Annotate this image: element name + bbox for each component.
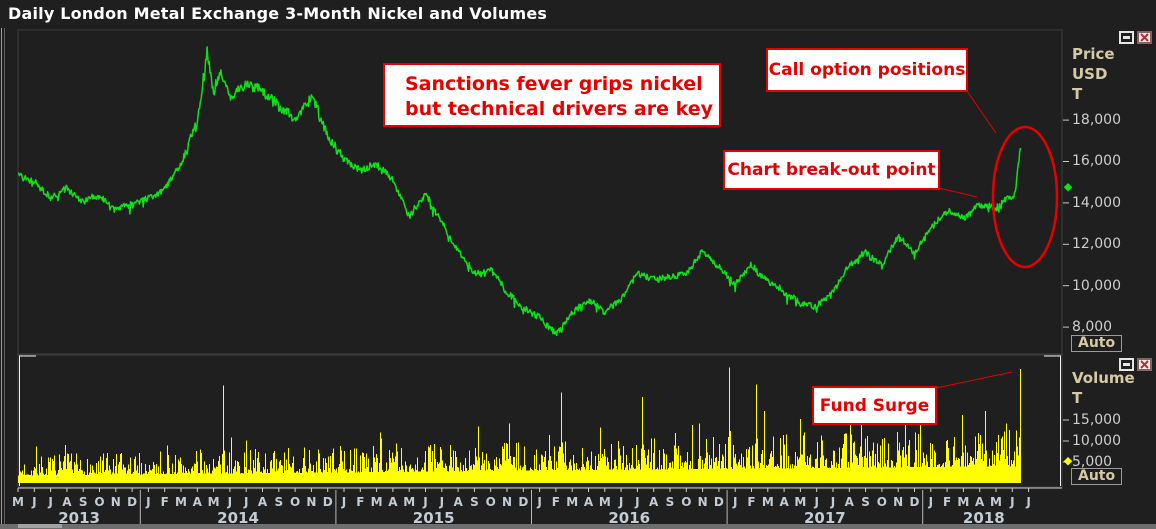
restore-glyph [1123, 36, 1130, 39]
headline-annotation: Sanctions fever grips nickel but technic… [383, 63, 721, 127]
last-price-diamond [1063, 183, 1073, 192]
price-pane-window-controls [1119, 31, 1152, 44]
restore-icon[interactable] [1119, 358, 1134, 371]
headline-line-1: Sanctions fever grips nickel [405, 73, 703, 95]
headline-line-2: but technical drivers are key [405, 98, 713, 120]
volume-pane-window-controls [1119, 358, 1152, 371]
window-left-border-inner [4, 28, 5, 529]
chart-title: Daily London Metal Exchange 3-Month Nick… [8, 4, 548, 23]
title-bar: Daily London Metal Exchange 3-Month Nick… [0, 0, 1156, 28]
bottom-scrollbar[interactable] [0, 524, 1156, 529]
fund-surge-annotation: Fund Surge [812, 386, 937, 425]
call-option-annotation: Call option positions [766, 48, 968, 92]
window-left-border [1, 28, 2, 529]
close-icon[interactable] [1137, 31, 1152, 44]
breakout-annotation: Chart break-out point [723, 150, 940, 190]
price-axis-auto-button[interactable]: Auto [1071, 335, 1123, 352]
close-icon[interactable] [1137, 358, 1152, 371]
volume-axis-auto-button[interactable]: Auto [1071, 468, 1123, 485]
restore-glyph [1123, 363, 1130, 366]
scrollbar-thumb[interactable] [18, 524, 62, 528]
last-volume-diamond [1063, 456, 1073, 466]
close-x-glyph [1140, 33, 1149, 42]
restore-icon[interactable] [1119, 31, 1134, 44]
close-x-glyph [1140, 360, 1149, 369]
